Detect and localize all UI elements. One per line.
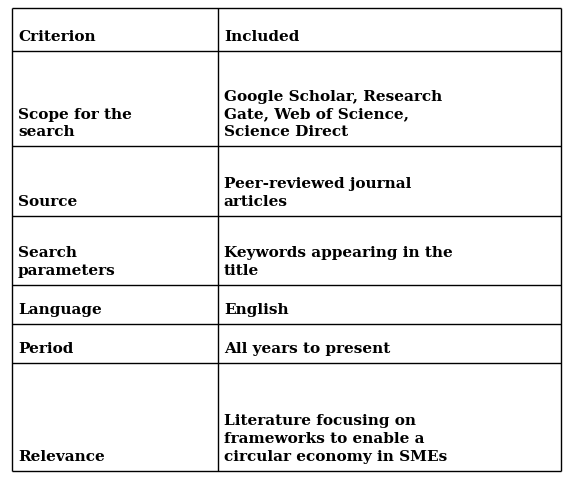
Text: Criterion: Criterion — [18, 30, 96, 44]
Text: Relevance: Relevance — [18, 450, 105, 464]
Text: Search
parameters: Search parameters — [18, 246, 116, 278]
Text: Period: Period — [18, 342, 73, 356]
Text: Literature focusing on
frameworks to enable a
circular economy in SMEs: Literature focusing on frameworks to ena… — [224, 414, 447, 464]
Text: Included: Included — [224, 30, 299, 44]
Text: Peer-reviewed journal
articles: Peer-reviewed journal articles — [224, 177, 411, 209]
Text: English: English — [224, 303, 288, 317]
Text: Scope for the
search: Scope for the search — [18, 108, 132, 139]
Text: Source: Source — [18, 194, 77, 209]
Text: Keywords appearing in the
title: Keywords appearing in the title — [224, 246, 453, 278]
Text: All years to present: All years to present — [224, 342, 390, 356]
Text: Google Scholar, Research
Gate, Web of Science,
Science Direct: Google Scholar, Research Gate, Web of Sc… — [224, 90, 442, 139]
Text: Language: Language — [18, 303, 102, 317]
